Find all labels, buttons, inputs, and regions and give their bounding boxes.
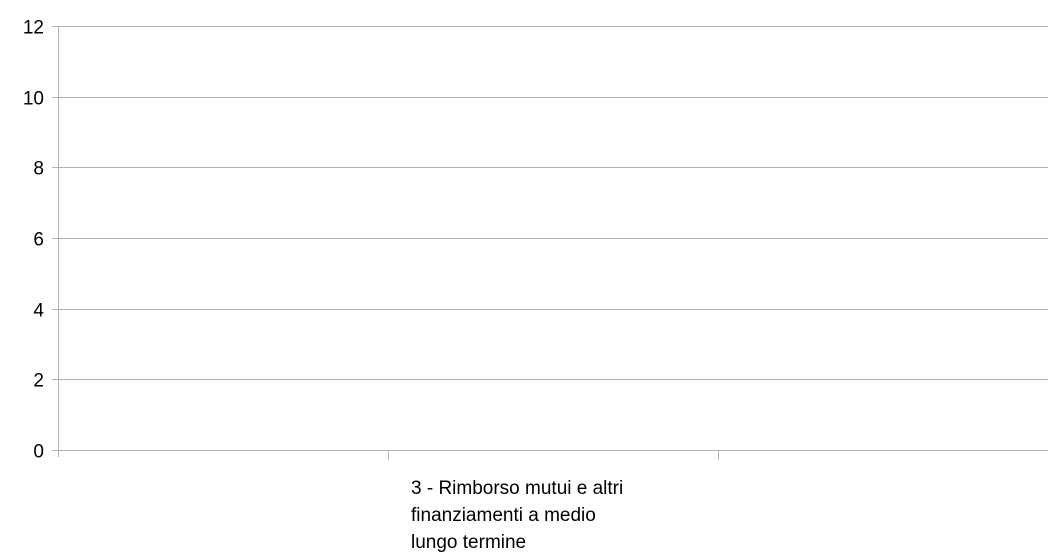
x-category-label-line: finanziamenti a medio [411,505,596,526]
x-tick-marks [388,450,719,460]
y-tick-labels: 0 2 4 6 8 10 12 [23,18,45,463]
y-tick-label: 12 [23,18,44,39]
category-labels: 3 - Rimborso mutui e altri finanziamenti … [411,478,623,553]
y-tick-label: 2 [33,371,44,392]
x-category-label-line: 3 - Rimborso mutui e altri [411,478,623,499]
grid-lines [58,26,1048,380]
axes [52,26,1048,457]
y-tick-label: 6 [33,230,44,251]
y-tick-label: 8 [33,159,44,180]
y-tick-label: 10 [23,89,44,110]
x-category-label-line: lungo termine [411,532,526,553]
y-tick-label: 4 [33,301,44,322]
y-tick-label: 0 [33,442,44,463]
